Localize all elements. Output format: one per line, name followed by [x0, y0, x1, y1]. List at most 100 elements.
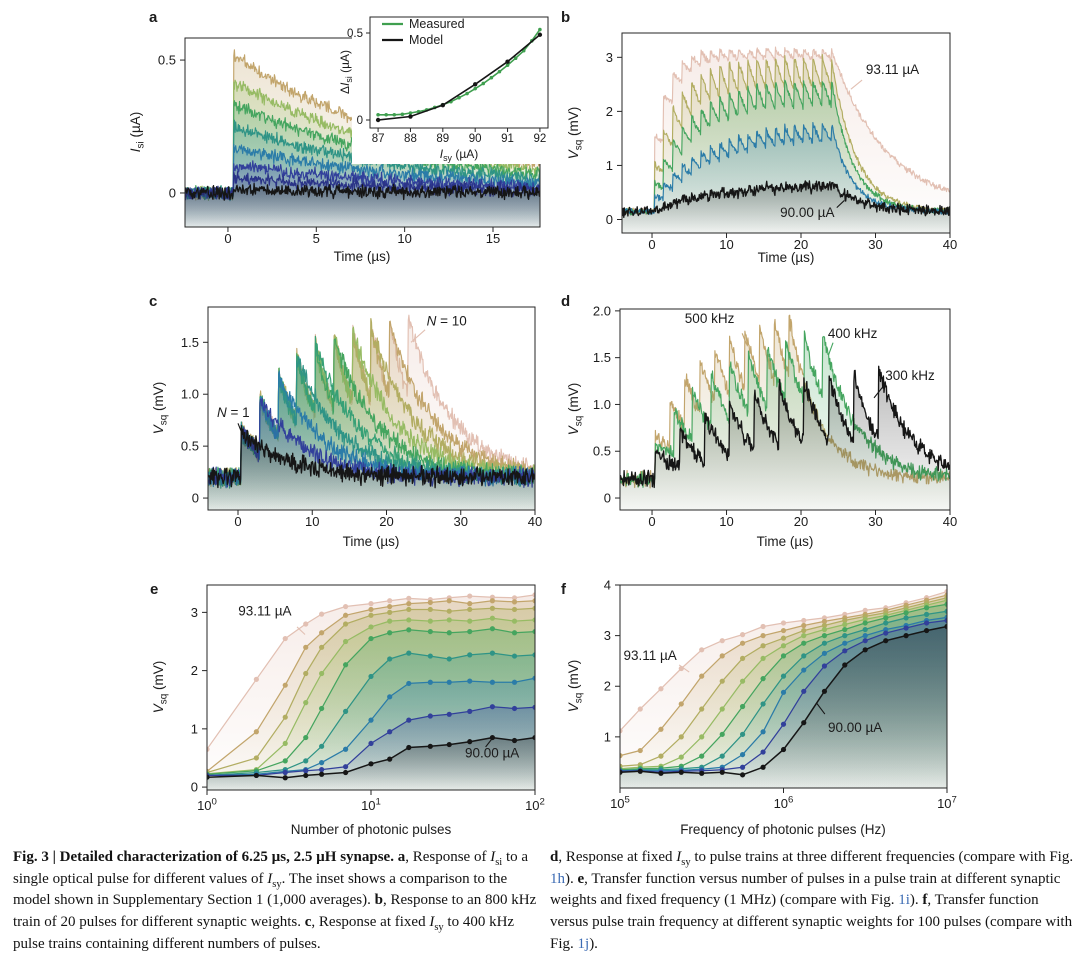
- legend-label-measured: Measured: [409, 17, 465, 31]
- inset-data-point: [375, 117, 381, 123]
- data-point: [862, 620, 868, 626]
- caption-link-1h[interactable]: 1h: [550, 870, 565, 887]
- svg-text:1.5: 1.5: [181, 335, 199, 350]
- data-point: [699, 753, 705, 759]
- data-point: [532, 598, 535, 604]
- data-point: [739, 678, 746, 684]
- panel-f: 105 106 107 1 2 3 4 Frequency of photonic pulse…: [561, 578, 957, 838]
- svg-text:20: 20: [379, 514, 393, 529]
- data-point: [303, 644, 309, 650]
- svg-text:100: 100: [197, 797, 217, 813]
- data-point: [511, 679, 518, 685]
- data-point: [406, 627, 412, 633]
- data-point: [637, 706, 643, 712]
- data-point: [467, 678, 473, 684]
- svg-text:93.11 µA: 93.11 µA: [623, 648, 676, 663]
- svg-text:Time (µs): Time (µs): [758, 250, 815, 265]
- data-point: [883, 615, 889, 621]
- data-point: [637, 747, 643, 754]
- axes-ticks-e: 100 101 102 0 1 2 3: [191, 605, 545, 813]
- data-point: [467, 601, 473, 607]
- data-point: [387, 618, 393, 624]
- data-point: [637, 768, 643, 774]
- data-point: [427, 618, 433, 624]
- data-point: [319, 630, 325, 636]
- data-point: [903, 610, 909, 616]
- annotation-c-1: N = 10: [410, 314, 467, 343]
- data-point: [253, 729, 259, 735]
- data-point: [282, 758, 288, 764]
- svg-text:40: 40: [528, 514, 542, 529]
- caption-text: d: [550, 849, 559, 865]
- svg-text:Time (µs): Time (µs): [334, 249, 391, 264]
- data-point: [387, 756, 393, 762]
- data-point: [699, 706, 705, 712]
- data-point: [368, 717, 374, 723]
- data-point: [511, 618, 518, 624]
- data-point: [760, 643, 766, 649]
- data-point: [903, 625, 909, 631]
- data-point: [387, 729, 393, 735]
- svg-text:Isi (µA): Isi (µA): [128, 112, 147, 153]
- data-point: [821, 688, 828, 694]
- svg-text:1: 1: [606, 158, 613, 173]
- caption-text: , Response of: [405, 849, 491, 865]
- data-point: [944, 623, 947, 630]
- inset-data-point: [481, 81, 486, 86]
- data-point: [699, 647, 705, 653]
- inset-data-point: [472, 82, 478, 87]
- caption-link-1j[interactable]: 1j: [577, 935, 590, 952]
- svg-text:105: 105: [610, 795, 630, 811]
- panel-c-plot-area: [208, 314, 535, 510]
- data-point: [842, 640, 848, 646]
- data-point: [467, 739, 473, 745]
- data-point: [303, 700, 309, 706]
- annotation-b-0: 93.11 µA: [850, 62, 919, 90]
- data-point: [467, 606, 473, 613]
- panel-e-plot-area: [207, 592, 535, 790]
- data-point: [780, 673, 787, 679]
- data-point: [780, 620, 787, 626]
- data-point: [678, 701, 684, 707]
- data-point: [511, 630, 518, 636]
- inset-data-point: [400, 112, 405, 117]
- data-point: [842, 626, 848, 633]
- svg-text:20: 20: [794, 514, 808, 529]
- caption-text: I: [676, 849, 682, 865]
- data-point: [427, 743, 433, 749]
- caption-text: c: [304, 914, 312, 931]
- data-point: [406, 606, 412, 613]
- annotation-f-1: 90.00 µA: [816, 703, 882, 735]
- svg-text:92: 92: [534, 133, 547, 145]
- inset-data-point: [384, 112, 388, 117]
- caption-text: b: [374, 892, 383, 909]
- data-point: [253, 772, 259, 779]
- axes-ticks-d: 0 10 20 30 40 0 0.5 1.0 1.5 2.0: [593, 303, 957, 529]
- svg-text:Isy (µA): Isy (µA): [440, 147, 478, 163]
- svg-text:1.5: 1.5: [593, 350, 611, 365]
- caption-link-1i[interactable]: 1i: [898, 892, 910, 909]
- data-point: [427, 606, 433, 613]
- data-point: [739, 703, 746, 710]
- data-point: [821, 650, 828, 656]
- data-point: [282, 714, 288, 720]
- data-point: [801, 667, 807, 673]
- svg-text:10: 10: [305, 514, 319, 529]
- data-point: [944, 601, 947, 607]
- data-point: [903, 633, 909, 639]
- data-point: [862, 633, 868, 639]
- data-point: [489, 605, 496, 611]
- data-point: [780, 653, 787, 659]
- panel-e: 100 101 102 0 1 2 3 Number of photonic pulses Vs…: [150, 581, 545, 837]
- svg-text:0: 0: [192, 491, 199, 506]
- data-point: [739, 772, 746, 778]
- data-point: [532, 652, 535, 658]
- data-point: [821, 622, 828, 629]
- svg-text:0: 0: [191, 780, 198, 795]
- caption-text: ).: [565, 870, 578, 887]
- inset-data-point: [505, 63, 510, 67]
- data-point: [739, 655, 746, 662]
- data-point: [342, 764, 349, 770]
